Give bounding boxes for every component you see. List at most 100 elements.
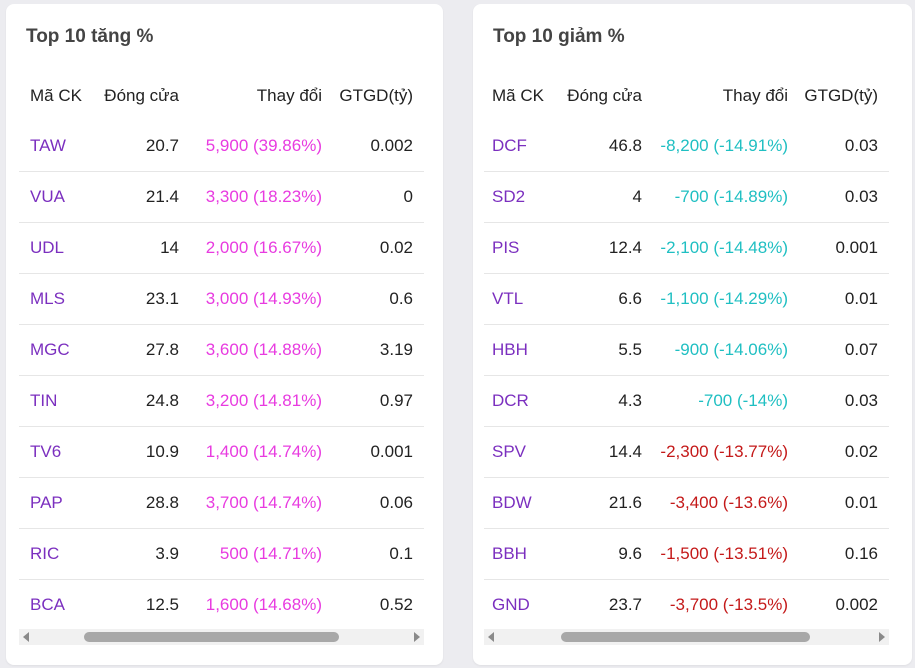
scroll-left-arrow-icon[interactable] xyxy=(488,632,494,642)
change-cell: -1,100 (-14.29%) xyxy=(642,273,788,325)
symbol-cell[interactable]: PIS xyxy=(484,222,552,274)
change-cell: 5,900 (39.86%) xyxy=(205,136,322,155)
trade-value-cell: 0.1 xyxy=(322,528,424,580)
symbol-cell[interactable]: VUA xyxy=(19,171,99,223)
close-price-cell: 3.9 xyxy=(99,528,179,580)
gainers-table: Mã CK Đóng cửa Thay đổi GTGD(tỷ) TAW 20.7… xyxy=(19,71,424,630)
table-row[interactable]: MGC 27.8 3,600 (14.88%) 3.19 xyxy=(19,324,424,376)
table-row[interactable]: TAW 20.7 5,900 (39.86%) 0.002 xyxy=(19,121,424,172)
symbol-cell[interactable]: PAP xyxy=(19,477,99,529)
symbol-cell[interactable]: RIC xyxy=(19,528,99,580)
close-price-cell: 23.7 xyxy=(552,579,642,630)
table-row[interactable]: VTL 6.6 -1,100 (-14.29%) 0.01 xyxy=(484,273,889,325)
change-cell: 3,200 (14.81%) xyxy=(179,375,322,427)
top-gainers-panel: Top 10 tăng % Mã CK Đóng cửa Thay đổi GT… xyxy=(6,4,443,665)
change-cell: 2,000 (16.67%) xyxy=(179,222,322,274)
symbol-cell[interactable]: HBH xyxy=(484,324,552,376)
table-row[interactable]: TV6 10.9 1,400 (14.74%) 0.001 xyxy=(19,426,424,478)
symbol-cell[interactable]: UDL xyxy=(19,222,99,274)
change-cell: 3,000 (14.93%) xyxy=(179,273,322,325)
change-cell: -3,400 (-13.6%) xyxy=(642,477,788,529)
close-price-cell: 12.4 xyxy=(552,222,642,274)
trade-value-cell: 0.002 xyxy=(788,579,889,630)
symbol-cell[interactable]: SD2 xyxy=(484,171,552,223)
table-row[interactable]: BDW 21.6 -3,400 (-13.6%) 0.01 xyxy=(484,477,889,529)
symbol-cell[interactable]: TIN xyxy=(19,375,99,427)
change-cell: -2,300 (-13.77%) xyxy=(642,426,788,478)
losers-header-row: Mã CK Đóng cửa Thay đổi GTGD(tỷ) xyxy=(484,71,889,121)
change-cell: 3,300 (18.23%) xyxy=(179,171,322,223)
header-change[interactable]: Thay đổi xyxy=(256,86,322,105)
change-cell: -900 (-14.06%) xyxy=(642,324,788,376)
table-row[interactable]: RIC 3.9 500 (14.71%) 0.1 xyxy=(19,528,424,580)
trade-value-cell: 3.19 xyxy=(322,324,424,376)
symbol-cell[interactable]: DCR xyxy=(484,375,552,427)
trade-value-cell: 0.001 xyxy=(788,222,889,274)
symbol-cell[interactable]: DCF xyxy=(492,136,527,155)
scrollbar-thumb[interactable] xyxy=(561,632,810,642)
symbol-cell[interactable]: VTL xyxy=(484,273,552,325)
table-row[interactable]: MLS 23.1 3,000 (14.93%) 0.6 xyxy=(19,273,424,325)
header-value[interactable]: GTGD(tỷ) xyxy=(339,86,413,105)
table-row[interactable]: SPV 14.4 -2,300 (-13.77%) 0.02 xyxy=(484,426,889,478)
table-row[interactable]: PIS 12.4 -2,100 (-14.48%) 0.001 xyxy=(484,222,889,274)
close-price-cell: 10.9 xyxy=(99,426,179,478)
trade-value-cell: 0.06 xyxy=(322,477,424,529)
close-price-cell: 6.6 xyxy=(552,273,642,325)
trade-value-cell: 0.16 xyxy=(788,528,889,580)
table-row[interactable]: BBH 9.6 -1,500 (-13.51%) 0.16 xyxy=(484,528,889,580)
table-row[interactable]: PAP 28.8 3,700 (14.74%) 0.06 xyxy=(19,477,424,529)
header-close[interactable]: Đóng cửa xyxy=(567,86,642,105)
header-symbol[interactable]: Mã CK xyxy=(30,86,82,105)
change-cell: 1,600 (14.68%) xyxy=(179,579,322,630)
table-row[interactable]: BCA 12.5 1,600 (14.68%) 0.52 xyxy=(19,579,424,630)
close-price-cell: 27.8 xyxy=(99,324,179,376)
scrollbar-thumb[interactable] xyxy=(84,632,339,642)
table-row[interactable]: HBH 5.5 -900 (-14.06%) 0.07 xyxy=(484,324,889,376)
trade-value-cell: 0.97 xyxy=(322,375,424,427)
header-value[interactable]: GTGD(tỷ) xyxy=(804,86,878,105)
change-cell: 3,700 (14.74%) xyxy=(179,477,322,529)
symbol-cell[interactable]: MGC xyxy=(19,324,99,376)
table-row[interactable]: TIN 24.8 3,200 (14.81%) 0.97 xyxy=(19,375,424,427)
change-cell: 500 (14.71%) xyxy=(179,528,322,580)
close-price-cell: 12.5 xyxy=(99,579,179,630)
losers-horizontal-scrollbar[interactable] xyxy=(484,629,889,645)
close-price-cell: 4 xyxy=(552,171,642,223)
symbol-cell[interactable]: GND xyxy=(484,579,552,630)
scroll-right-arrow-icon[interactable] xyxy=(414,632,420,642)
close-price-cell: 24.8 xyxy=(99,375,179,427)
header-symbol[interactable]: Mã CK xyxy=(492,86,544,105)
trade-value-cell: 0.03 xyxy=(844,136,878,155)
losers-table: Mã CK Đóng cửa Thay đổi GTGD(tỷ) DCF 46.8… xyxy=(484,71,889,630)
change-cell: -700 (-14.89%) xyxy=(642,171,788,223)
table-row[interactable]: UDL 14 2,000 (16.67%) 0.02 xyxy=(19,222,424,274)
symbol-cell[interactable]: SPV xyxy=(484,426,552,478)
table-row[interactable]: DCR 4.3 -700 (-14%) 0.03 xyxy=(484,375,889,427)
gainers-horizontal-scrollbar[interactable] xyxy=(19,629,424,645)
table-row[interactable]: DCF 46.8 -8,200 (-14.91%) 0.03 xyxy=(484,121,889,172)
header-close[interactable]: Đóng cửa xyxy=(104,86,179,105)
symbol-cell[interactable]: BDW xyxy=(484,477,552,529)
trade-value-cell: 0.01 xyxy=(788,273,889,325)
table-row[interactable]: SD2 4 -700 (-14.89%) 0.03 xyxy=(484,171,889,223)
symbol-cell[interactable]: BCA xyxy=(19,579,99,630)
symbol-cell[interactable]: TAW xyxy=(30,136,66,155)
change-cell: -2,100 (-14.48%) xyxy=(642,222,788,274)
change-cell: -700 (-14%) xyxy=(642,375,788,427)
table-row[interactable]: GND 23.7 -3,700 (-13.5%) 0.002 xyxy=(484,579,889,630)
close-price-cell: 21.6 xyxy=(552,477,642,529)
symbol-cell[interactable]: BBH xyxy=(484,528,552,580)
scroll-right-arrow-icon[interactable] xyxy=(879,632,885,642)
trade-value-cell: 0.02 xyxy=(788,426,889,478)
symbol-cell[interactable]: TV6 xyxy=(19,426,99,478)
close-price-cell: 14.4 xyxy=(552,426,642,478)
header-change[interactable]: Thay đổi xyxy=(722,86,788,105)
scroll-left-arrow-icon[interactable] xyxy=(23,632,29,642)
change-cell: -8,200 (-14.91%) xyxy=(660,136,788,155)
trade-value-cell: 0.52 xyxy=(322,579,424,630)
table-row[interactable]: VUA 21.4 3,300 (18.23%) 0 xyxy=(19,171,424,223)
symbol-cell[interactable]: MLS xyxy=(19,273,99,325)
trade-value-cell: 0.001 xyxy=(322,426,424,478)
close-price-cell: 14 xyxy=(99,222,179,274)
